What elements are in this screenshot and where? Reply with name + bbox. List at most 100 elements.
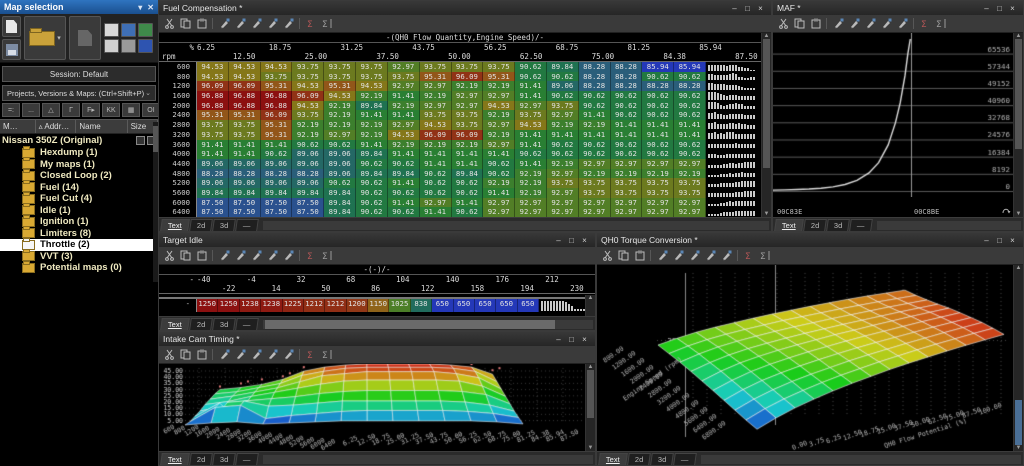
table-cell[interactable]: 92.97: [610, 197, 643, 208]
sum-button[interactable]: Σ: [758, 249, 772, 262]
table-cell[interactable]: 90.62: [419, 178, 452, 188]
sum-button[interactable]: Σ: [320, 348, 334, 361]
row-header[interactable]: 800: [159, 71, 197, 82]
tab-text[interactable]: Text: [160, 219, 190, 231]
table-cell[interactable]: 92.19: [483, 129, 516, 140]
table-cell[interactable]: 93.75: [642, 178, 675, 188]
table-cell[interactable]: 96.88: [228, 100, 261, 111]
table-cell[interactable]: 88.28: [228, 168, 261, 179]
table-cell[interactable]: 93.75: [356, 71, 388, 82]
edit-pencil-3-button[interactable]: [863, 17, 877, 30]
table-cell[interactable]: 93.75: [451, 120, 484, 130]
table-cell[interactable]: 90.62: [419, 168, 452, 179]
column-header[interactable]: 68: [346, 275, 356, 284]
maximize-button[interactable]: □: [745, 3, 750, 13]
edit-pencil-3-button[interactable]: [249, 17, 263, 30]
edit-pencil-2-button[interactable]: [847, 17, 861, 30]
table-cell[interactable]: 1150: [368, 299, 390, 312]
close-button[interactable]: ×: [1010, 235, 1015, 245]
table-cell[interactable]: 90.62: [546, 91, 579, 101]
vertical-scrollbar[interactable]: ▲▼: [1013, 265, 1023, 451]
table-cell[interactable]: 90.62: [642, 110, 675, 121]
sum-red-button[interactable]: Σ: [304, 17, 318, 30]
table-cell[interactable]: 838: [410, 299, 433, 312]
minimize-button[interactable]: –: [984, 235, 989, 245]
table-cell[interactable]: 93.75: [451, 110, 484, 121]
tab-—[interactable]: —: [673, 453, 697, 465]
table-cell[interactable]: 90.62: [610, 100, 643, 111]
table-cell[interactable]: 94.53: [292, 81, 325, 92]
table-cell[interactable]: 92.19: [578, 120, 611, 130]
table-cell[interactable]: 96.88: [260, 100, 293, 111]
projects-dropdown[interactable]: Projects, Versions & Maps: (Ctrl+Shift+P…: [2, 85, 156, 101]
row-header[interactable]: 6400: [159, 207, 197, 217]
maf-plot-area[interactable]: 00C83E 00C8BE ▲ ▼: [773, 33, 1023, 217]
row-header[interactable]: 4400: [159, 158, 197, 169]
table-cell[interactable]: 92.19: [419, 139, 452, 150]
column-header[interactable]: 18.75: [268, 43, 292, 52]
table-cell[interactable]: 94.53: [197, 62, 229, 72]
table-cell[interactable]: 91.41: [642, 120, 675, 130]
maximize-button[interactable]: □: [569, 235, 574, 245]
table-cell[interactable]: 93.75: [515, 110, 547, 121]
table-cell[interactable]: 93.75: [674, 178, 706, 188]
table-cell[interactable]: 94.53: [356, 81, 388, 92]
table-cell[interactable]: 94.53: [197, 71, 229, 82]
table-cell[interactable]: 95.31: [260, 129, 293, 140]
table-cell[interactable]: 88.28: [642, 81, 675, 92]
table-cell[interactable]: 90.62: [387, 187, 420, 198]
table-cell[interactable]: 93.75: [228, 120, 261, 130]
table-cell[interactable]: 96.09: [292, 91, 325, 101]
table-cell[interactable]: 96.09: [419, 129, 452, 140]
table-cell[interactable]: 90.62: [451, 207, 484, 217]
sidebar-item-potential-maps-0-[interactable]: Potential maps (0): [0, 260, 158, 274]
table-cell[interactable]: 93.75: [260, 71, 293, 82]
table-cell[interactable]: 91.41: [515, 81, 547, 92]
table-cell[interactable]: 92.19: [324, 120, 357, 130]
column-header[interactable]: [520, 43, 556, 52]
table-cell[interactable]: 92.19: [292, 129, 325, 140]
sum-button[interactable]: Σ: [320, 17, 334, 30]
table-cell[interactable]: 92.19: [387, 139, 420, 150]
column-header[interactable]: 12.50: [232, 52, 256, 61]
table-cell[interactable]: 90.62: [387, 207, 420, 217]
copy-button[interactable]: [178, 17, 192, 30]
table-cell[interactable]: 89.84: [356, 149, 388, 159]
table-cell[interactable]: 95.31: [419, 71, 452, 82]
table-cell[interactable]: 91.41: [674, 129, 706, 140]
table-cell[interactable]: 1250: [218, 299, 240, 312]
mini-green-doc-icon[interactable]: [138, 23, 153, 37]
column-header[interactable]: 86: [371, 284, 381, 293]
table-cell[interactable]: 94.53: [228, 62, 261, 72]
table-cell[interactable]: 93.75: [197, 120, 229, 130]
table-cell[interactable]: 92.97: [610, 207, 643, 217]
table-cell[interactable]: 90.62: [451, 187, 484, 198]
table-cell[interactable]: 89.06: [292, 158, 325, 169]
vertical-scrollbar[interactable]: ▲▼: [585, 364, 595, 451]
table-cell[interactable]: 90.62: [642, 139, 675, 150]
column-header[interactable]: [247, 284, 272, 293]
table-cell[interactable]: 91.41: [515, 139, 547, 150]
paste-button[interactable]: [632, 249, 646, 262]
edit-pencil-5-button[interactable]: [281, 17, 295, 30]
cut-button[interactable]: [162, 17, 176, 30]
mini-copy-icon[interactable]: [104, 39, 119, 53]
table-cell[interactable]: 90.62: [324, 139, 357, 150]
column-header[interactable]: [305, 43, 341, 52]
table-cell[interactable]: 88.28: [578, 62, 611, 72]
table-cell[interactable]: 95.31: [324, 81, 357, 92]
table-cell[interactable]: 92.97: [483, 139, 516, 150]
table-cell[interactable]: 650: [453, 299, 475, 312]
row-header[interactable]: 4800: [159, 168, 197, 179]
table-cell[interactable]: 87.50: [260, 207, 293, 217]
filter-button-3[interactable]: Γ: [62, 103, 80, 117]
table-cell[interactable]: 96.09: [197, 81, 229, 92]
row-header[interactable]: 4000: [159, 149, 197, 159]
tab-2d[interactable]: 2d: [188, 453, 213, 465]
edit-pencil-1-button[interactable]: [217, 17, 231, 30]
table-cell[interactable]: 92.97: [419, 197, 452, 208]
cam-surface-canvas[interactable]: [159, 364, 586, 451]
edit-pencil-2-button[interactable]: [233, 17, 247, 30]
table-cell[interactable]: 90.62: [292, 139, 325, 150]
table-cell[interactable]: 90.62: [515, 71, 547, 82]
